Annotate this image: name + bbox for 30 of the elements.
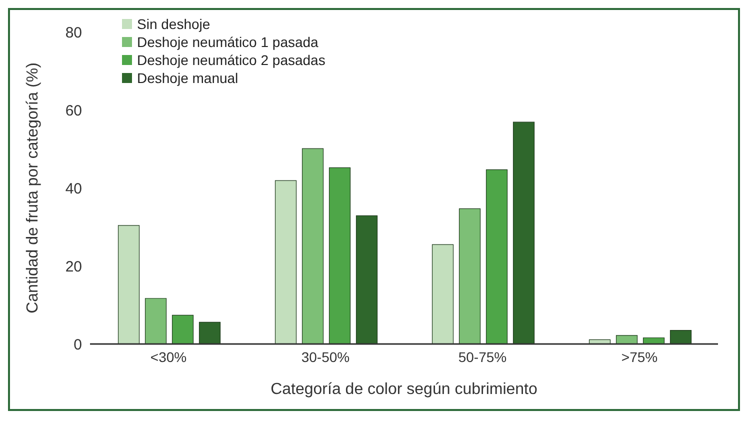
bar bbox=[302, 148, 324, 344]
bar bbox=[486, 169, 508, 344]
legend-label: Deshoje neumático 1 pasada bbox=[136, 34, 320, 50]
y-tick-label: 40 bbox=[65, 180, 82, 198]
bar bbox=[274, 180, 297, 344]
bar bbox=[432, 244, 454, 344]
bar bbox=[172, 314, 194, 344]
legend-label: Deshoje neumático 2 pasadas bbox=[136, 52, 326, 68]
legend-label: Sin deshoje bbox=[136, 16, 212, 32]
bar bbox=[642, 337, 665, 344]
bar bbox=[118, 225, 140, 344]
x-axis-title: Categoría de color según cubrimiento bbox=[270, 381, 538, 398]
y-tick-label: 0 bbox=[74, 336, 82, 354]
bar bbox=[512, 122, 535, 344]
bar bbox=[670, 330, 692, 344]
bar bbox=[616, 335, 638, 344]
y-tick-label: 60 bbox=[65, 102, 82, 120]
y-tick-label: 20 bbox=[65, 258, 82, 276]
x-tick-label: >75% bbox=[621, 348, 658, 365]
bar bbox=[458, 208, 481, 344]
bar bbox=[198, 322, 221, 344]
x-tick-label: 50-75% bbox=[458, 348, 507, 365]
x-tick-label: <30% bbox=[150, 348, 187, 365]
x-tick-label: 30-50% bbox=[301, 348, 350, 365]
bar bbox=[328, 167, 351, 344]
bar bbox=[144, 298, 167, 344]
legend-label: Deshoje manual bbox=[136, 70, 240, 86]
y-tick-label: 80 bbox=[65, 24, 82, 42]
y-axis-title: Cantidad de fruta por categoría (%) bbox=[24, 62, 42, 314]
bar bbox=[356, 215, 378, 344]
